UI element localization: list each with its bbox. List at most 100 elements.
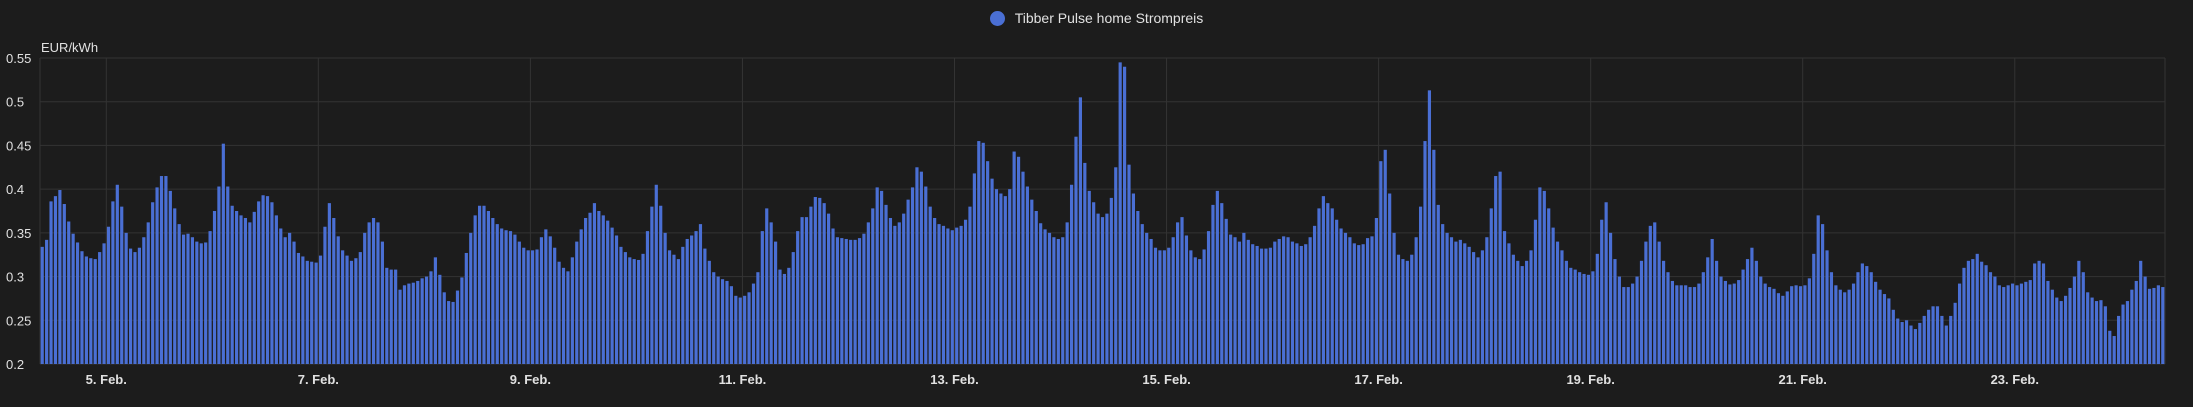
- price-bar[interactable]: [1984, 265, 1988, 364]
- price-bar[interactable]: [884, 204, 888, 364]
- price-bar[interactable]: [1798, 286, 1803, 364]
- price-bar[interactable]: [1891, 309, 1895, 364]
- price-bar[interactable]: [791, 252, 795, 364]
- price-bar[interactable]: [787, 267, 791, 364]
- price-bar[interactable]: [2156, 285, 2160, 364]
- price-bar[interactable]: [1171, 237, 1175, 364]
- price-bar[interactable]: [1935, 306, 1940, 364]
- price-bar[interactable]: [1966, 260, 1970, 364]
- price-bar[interactable]: [1277, 238, 1281, 364]
- price-bar[interactable]: [235, 211, 239, 364]
- price-bar[interactable]: [1679, 285, 1683, 364]
- price-bar[interactable]: [1520, 266, 1524, 364]
- price-bar[interactable]: [579, 229, 583, 364]
- price-bar[interactable]: [831, 228, 835, 364]
- price-bar[interactable]: [1949, 315, 1953, 364]
- price-bar[interactable]: [1776, 293, 1781, 364]
- price-bar[interactable]: [1167, 247, 1171, 364]
- price-bar[interactable]: [1251, 244, 1255, 364]
- price-bar[interactable]: [84, 256, 88, 364]
- price-bar[interactable]: [2050, 289, 2054, 364]
- price-bar[interactable]: [1608, 232, 1613, 364]
- price-bar[interactable]: [1065, 222, 1069, 364]
- price-bar[interactable]: [535, 249, 539, 364]
- price-bar[interactable]: [588, 212, 592, 364]
- price-bar[interactable]: [1290, 241, 1295, 364]
- price-bar[interactable]: [151, 202, 155, 364]
- price-bar[interactable]: [1352, 243, 1356, 364]
- price-bar[interactable]: [482, 205, 486, 364]
- price-bar[interactable]: [1131, 193, 1136, 364]
- price-bar[interactable]: [429, 271, 433, 364]
- price-bar[interactable]: [1962, 267, 1966, 364]
- price-bar[interactable]: [1803, 285, 1807, 364]
- price-bar[interactable]: [1768, 287, 1772, 364]
- price-bar[interactable]: [1286, 237, 1290, 364]
- price-bar[interactable]: [517, 241, 521, 364]
- price-bar[interactable]: [349, 260, 354, 364]
- price-bar[interactable]: [1123, 66, 1127, 365]
- price-bar[interactable]: [146, 222, 150, 364]
- price-bar[interactable]: [751, 283, 756, 364]
- price-bar[interactable]: [296, 252, 301, 364]
- price-bar[interactable]: [915, 167, 919, 364]
- price-bar[interactable]: [1719, 276, 1723, 364]
- price-bar[interactable]: [71, 233, 75, 364]
- price-bar[interactable]: [1653, 222, 1657, 364]
- price-bar[interactable]: [1750, 247, 1754, 364]
- price-bar[interactable]: [1997, 285, 2001, 364]
- price-bar[interactable]: [1723, 280, 1728, 364]
- price-bar[interactable]: [561, 267, 566, 364]
- price-bar[interactable]: [1476, 257, 1480, 364]
- price-bar[interactable]: [2041, 263, 2046, 364]
- price-bar[interactable]: [1030, 199, 1034, 364]
- price-bar[interactable]: [888, 217, 893, 364]
- price-bar[interactable]: [628, 257, 632, 364]
- price-bar[interactable]: [1851, 283, 1856, 364]
- price-bar[interactable]: [1365, 238, 1370, 364]
- price-bar[interactable]: [80, 251, 84, 364]
- price-bar[interactable]: [584, 217, 588, 364]
- price-bar[interactable]: [1441, 224, 1445, 364]
- price-bar[interactable]: [500, 228, 504, 364]
- price-bar[interactable]: [1896, 318, 1900, 364]
- price-bar[interactable]: [1874, 281, 1878, 364]
- price-bar[interactable]: [164, 176, 168, 364]
- price-bar[interactable]: [1953, 302, 1957, 364]
- price-bar[interactable]: [641, 253, 645, 364]
- price-bar[interactable]: [941, 225, 946, 364]
- price-bar[interactable]: [981, 142, 985, 364]
- price-bar[interactable]: [1547, 208, 1551, 364]
- price-bar[interactable]: [937, 224, 941, 364]
- price-bar[interactable]: [1564, 260, 1568, 364]
- price-bar[interactable]: [1105, 213, 1109, 364]
- price-bar[interactable]: [1410, 254, 1414, 364]
- price-bar[interactable]: [252, 211, 256, 364]
- price-bar[interactable]: [1812, 253, 1816, 364]
- price-bar[interactable]: [1043, 229, 1047, 364]
- price-bar[interactable]: [1056, 238, 1060, 364]
- price-bar[interactable]: [274, 215, 278, 364]
- price-bar[interactable]: [986, 161, 990, 364]
- price-bar[interactable]: [1312, 225, 1317, 364]
- price-bar[interactable]: [270, 202, 274, 364]
- price-bar[interactable]: [451, 301, 455, 364]
- price-bar[interactable]: [1396, 254, 1401, 364]
- price-bar[interactable]: [637, 259, 641, 364]
- price-bar[interactable]: [880, 190, 884, 364]
- price-bar[interactable]: [809, 206, 813, 364]
- price-bar[interactable]: [716, 276, 720, 364]
- price-bar[interactable]: [1436, 204, 1440, 364]
- price-bar[interactable]: [1485, 237, 1489, 364]
- price-bar[interactable]: [822, 203, 826, 364]
- price-bar[interactable]: [1931, 306, 1935, 364]
- price-bar[interactable]: [734, 295, 738, 364]
- price-bar[interactable]: [1626, 287, 1630, 364]
- price-bar[interactable]: [1918, 322, 1922, 364]
- price-bar[interactable]: [663, 232, 667, 364]
- price-bar[interactable]: [1087, 190, 1091, 364]
- price-bar[interactable]: [1631, 283, 1635, 364]
- price-bar[interactable]: [221, 143, 225, 364]
- price-bar[interactable]: [1613, 259, 1617, 364]
- price-bar[interactable]: [1569, 267, 1573, 364]
